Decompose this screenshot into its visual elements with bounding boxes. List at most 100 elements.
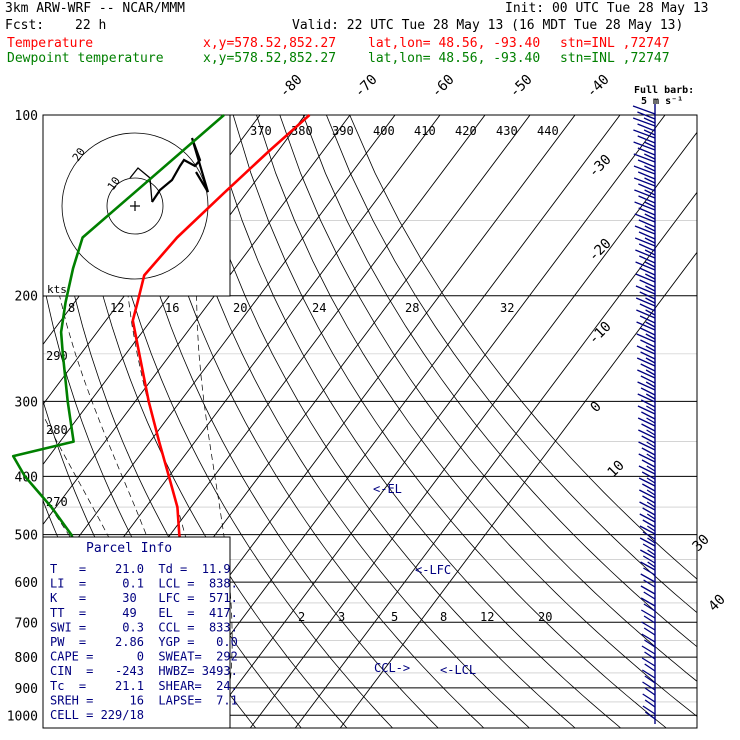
pressure-label: 1000 [7,709,38,724]
wind-barb-flag [636,357,656,367]
wind-barb-flag [633,153,656,163]
wind-barb-flag [641,435,656,444]
wind-barb [642,705,656,720]
mixing-ratio-label: 20 [538,610,552,624]
wind-barb [634,237,656,256]
wind-barb-flag [643,117,656,124]
dewpoint-xy: x,y=578.52,852.27 [203,51,337,66]
isotherm-line [0,115,35,728]
wind-barb-flag [639,525,656,535]
wind-barb-flag [639,513,656,523]
theta-left-label: 270 [46,495,68,509]
wind-barb-flag [646,465,656,472]
wind-barb-flag [646,441,656,448]
isotherm-line [43,115,351,526]
pressure-label: 600 [15,576,38,591]
wind-barb-flag [637,381,656,391]
hodograph-speed-tick: 24 [312,301,326,315]
parcel-info-row: PW = 2.86 YGP = 0.0 [50,635,238,649]
wind-barb-flag [637,171,656,180]
hodograph-trace-low [129,167,153,203]
hodograph-ring-label-20: 20 [70,145,88,163]
wind-barb-flag [646,453,656,460]
wind-barb-flag [642,555,656,564]
parcel-annotations: <-EL <-LFC <-LCL CCL-> [373,482,476,677]
wind-barb-flag [637,111,656,120]
dry-adiabat [279,115,697,682]
wind-barb-flag [640,363,656,372]
wind-barb-flag [647,561,656,568]
wind-barb-flag [634,225,656,235]
wind-barb-flag [645,333,656,340]
wind-barb-flag [644,225,656,232]
wind-barb [641,645,656,660]
dry-adiabat [0,115,28,728]
wind-barb-flag [645,285,656,292]
dry-adiabat [162,115,530,728]
wind-barb-flag [644,201,656,208]
wind-barb-flag [635,249,656,259]
isotherm-line [43,115,396,586]
barb-legend: Full barb: 5 m s⁻¹ [634,85,694,107]
theta-label: 380 [291,124,313,138]
wind-barb-flag [640,597,656,607]
wind-barb-flag [646,489,656,496]
dry-adiabat [139,115,485,728]
theta-label: 420 [455,124,477,138]
mixing-ratio-label: 3 [338,610,345,624]
wind-barb [635,285,656,304]
dry-adiabat [232,115,667,728]
hodograph-speed-ticks: 8 12 16 20 24 28 32 [68,301,514,315]
wind-barb-flag [646,405,656,412]
wind-barb-flag [642,519,656,528]
wind-barb [638,429,656,448]
wind-barb-flag [639,255,656,264]
wind-barb-flag [640,549,656,559]
dewpoint-latlon: lat,lon= 48.56, -93.40 [368,51,541,66]
parcel-info-panel: Parcel Info T = 21.0 Td = 11.9LI = 0.1 L… [42,536,238,729]
wind-barb-flag [642,681,656,691]
wind-barb [640,549,656,568]
plot-frame [42,114,698,729]
wind-barb-flag [641,471,656,480]
wind-barb-flag [639,303,656,312]
wind-barb-flag [632,105,656,115]
wind-barb-flag [644,153,656,160]
wind-barb-flag [643,603,656,612]
wind-barb-flag [646,429,656,436]
wind-barb [635,261,656,280]
theta-left-label: 280 [46,423,68,437]
wind-barb-flag [647,525,656,532]
wind-barb [639,525,656,544]
mixing-ratio-label: 12 [480,610,494,624]
forecast-label: Fcst: [5,18,45,33]
hodograph-speed-tick: 28 [405,301,419,315]
wind-barb [636,309,656,328]
wind-barb-flag [639,279,656,288]
theta-label: 400 [373,124,395,138]
isotherm-label: -10 [586,319,615,348]
wind-barb-flag [641,657,656,667]
hodograph-speed-tick: 32 [500,301,514,315]
wind-barb [635,273,656,292]
wind-barb-column [632,104,656,724]
wind-barb-flag [644,651,656,660]
wind-barb-flag [638,183,656,192]
wind-barb-flag [635,261,656,271]
wind-barb [640,561,656,576]
hodograph-unit: kts [47,283,67,296]
wind-barb-flag [643,627,656,636]
parcel-annotation: <-LFC [415,563,451,577]
wind-barb [637,405,656,424]
wind-barb-flag [645,297,656,304]
wind-barb [640,597,656,612]
wind-barb [634,201,656,220]
wind-barb-flag [645,369,656,376]
wind-barb [642,681,656,696]
wind-barb-flag [640,375,656,384]
wind-barb [639,513,656,532]
hodograph-ring-label-10: 10 [105,174,123,192]
wind-barb-flag [633,141,656,151]
parcel-info-row: Tc = 21.1 SHEAR= 24. [50,679,238,693]
